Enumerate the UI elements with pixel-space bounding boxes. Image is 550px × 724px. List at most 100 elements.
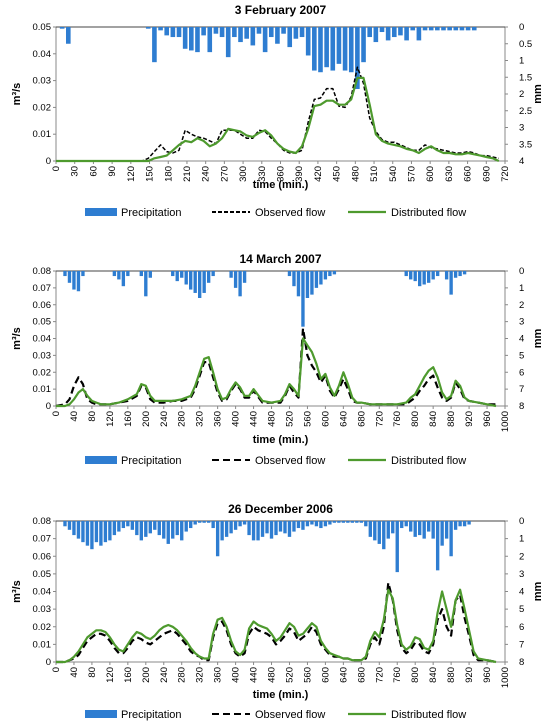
precip-bar: [215, 521, 220, 557]
x-tick-label: 90: [107, 166, 118, 177]
x-tick-label: 180: [163, 166, 174, 182]
precip-bar: [350, 521, 355, 523]
precip-bar: [164, 27, 170, 36]
y2-axis-label: mm: [532, 329, 544, 349]
precip-bar: [182, 27, 188, 49]
precip-bar: [413, 521, 417, 537]
precip-bar: [373, 521, 377, 541]
x-tick-label: 960: [482, 667, 493, 683]
precip-bar: [444, 271, 449, 280]
precip-bar: [202, 521, 206, 523]
precip-bar: [206, 521, 211, 523]
y-tick-label: 0.02: [33, 102, 52, 113]
precip-bar: [471, 27, 477, 31]
precip-bar: [59, 27, 65, 29]
y-tick-label: 0.01: [33, 639, 52, 650]
precip-bar: [447, 27, 452, 31]
legend-label-precipitation: Precipitation: [121, 207, 182, 219]
y2-tick-label: 3: [519, 569, 524, 580]
x-tick-label: 150: [145, 166, 156, 182]
precip-bar: [233, 271, 238, 288]
x-tick-label: 680: [356, 667, 367, 683]
y2-tick-label: 8: [519, 401, 524, 412]
precip-bar: [145, 27, 151, 29]
precip-bar: [355, 27, 360, 89]
y-tick-label: 0.04: [33, 49, 52, 60]
precip-bar: [242, 271, 247, 283]
precip-bar: [359, 521, 364, 523]
precip-bar: [413, 271, 417, 282]
y2-tick-label: 2: [519, 300, 524, 311]
y-axis-label: m³/s: [11, 327, 23, 350]
precip-bar: [422, 521, 426, 539]
precip-bar: [72, 271, 76, 290]
precip-bar: [409, 271, 413, 280]
precip-bar: [453, 27, 459, 31]
precip-bar: [458, 271, 462, 277]
y-tick-label: 0.02: [33, 622, 52, 633]
precip-bar: [422, 27, 428, 31]
x-tick-label: 920: [464, 667, 475, 683]
x-tick-label: 920: [464, 411, 475, 427]
precip-bar: [260, 521, 265, 537]
x-tick-label: 360: [213, 667, 224, 683]
y2-tick-label: 4: [519, 334, 524, 345]
precip-bar: [195, 27, 200, 53]
precip-bar: [180, 271, 184, 278]
precip-bar: [189, 27, 194, 51]
x-tick-label: 630: [444, 166, 455, 182]
x-tick-label: 600: [320, 411, 331, 427]
precip-bar: [108, 521, 112, 541]
precip-bar: [314, 521, 319, 527]
precip-bar: [144, 271, 148, 297]
precip-bar: [250, 27, 256, 46]
precip-bar: [268, 27, 274, 38]
y-tick-label: 0.03: [33, 350, 52, 361]
x-tick-label: 400: [231, 411, 242, 427]
x-tick-label: 960: [482, 411, 493, 427]
y-tick-label: 0.08: [33, 516, 52, 527]
x-tick-label: 280: [177, 411, 188, 427]
precip-bar: [435, 521, 440, 571]
precip-bar: [242, 521, 247, 525]
y2-tick-label: 6: [519, 367, 524, 378]
precip-bar: [117, 271, 121, 280]
precip-bar: [324, 27, 329, 68]
distributed-flow-line: [56, 337, 497, 408]
x-tick-label: 440: [249, 411, 260, 427]
precip-bar: [444, 521, 449, 539]
precip-bar: [281, 27, 286, 34]
precip-bar: [126, 271, 130, 277]
y-tick-label: 0.05: [33, 569, 52, 580]
precip-bar: [323, 521, 328, 527]
precip-bar: [310, 521, 314, 525]
precip-bar: [202, 271, 206, 293]
precip-bar: [404, 271, 408, 277]
precip-bar: [467, 521, 471, 525]
precip-bar: [65, 27, 71, 44]
legend-label-precipitation: Precipitation: [121, 709, 182, 721]
precip-bar: [206, 271, 211, 283]
precip-bar: [176, 27, 182, 38]
legend-swatch-precipitation: [85, 710, 117, 718]
precip-bar: [219, 27, 225, 38]
x-tick-label: 40: [69, 411, 80, 422]
precip-bar: [418, 521, 422, 536]
y-tick-label: 0: [46, 156, 51, 167]
x-tick-label: 420: [313, 166, 324, 182]
precip-bar: [251, 521, 256, 541]
precip-bar: [391, 27, 397, 38]
y2-tick-label: 1: [519, 534, 524, 545]
precip-bar: [364, 521, 368, 527]
x-tick-label: 400: [231, 667, 242, 683]
precip-bar: [398, 27, 403, 36]
precip-bar: [171, 521, 175, 539]
precip-bar: [256, 521, 260, 541]
y-tick-label: 0.06: [33, 551, 52, 562]
x-tick-label: 720: [374, 667, 385, 683]
x-tick-label: 680: [356, 411, 367, 427]
x-tick-label: 720: [374, 411, 385, 427]
y-tick-label: 0.01: [33, 384, 52, 395]
precip-bar: [262, 27, 268, 53]
precip-bar: [385, 27, 391, 41]
